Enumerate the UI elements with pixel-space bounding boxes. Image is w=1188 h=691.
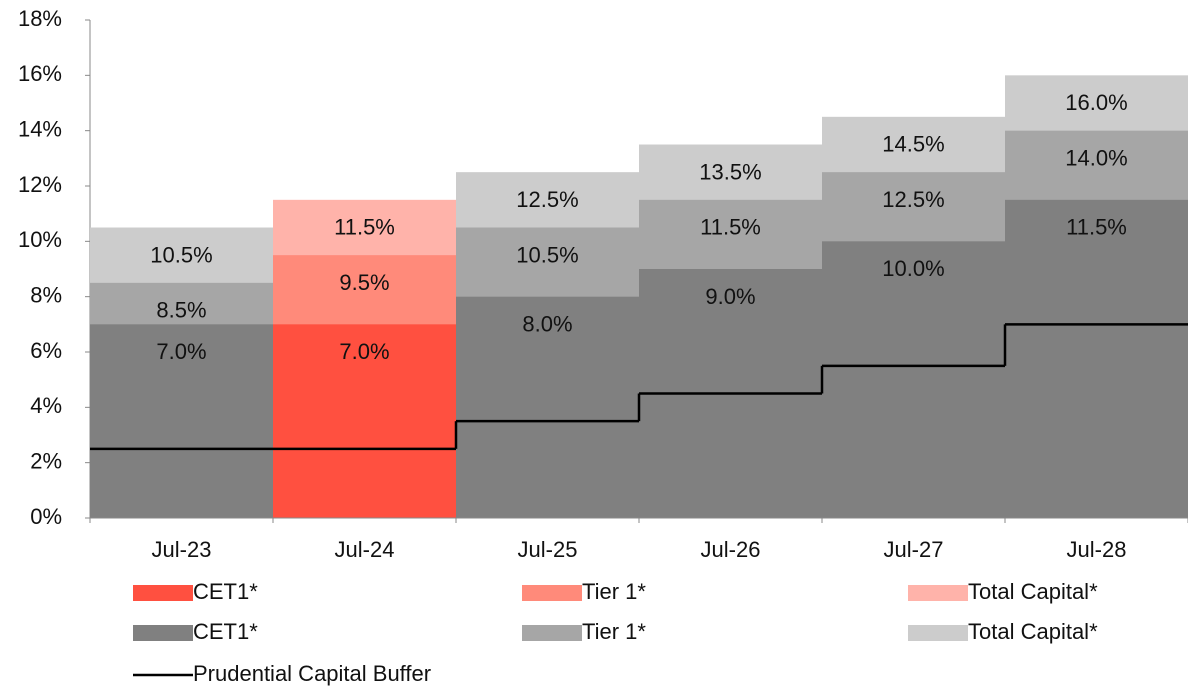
data-label: 11.5% — [700, 215, 761, 240]
legend-swatch — [522, 625, 582, 641]
legend-swatch — [522, 585, 582, 601]
data-label: 12.5% — [882, 187, 944, 212]
legend-label: Tier 1* — [582, 619, 646, 644]
x-tick-label: Jul-24 — [335, 537, 395, 562]
data-label: 7.0% — [339, 339, 389, 364]
bar — [822, 241, 1005, 519]
data-label: 9.0% — [705, 284, 755, 309]
data-label: 16.0% — [1065, 90, 1127, 115]
y-tick-label: 2% — [30, 448, 62, 473]
legend-label: Tier 1* — [582, 579, 646, 604]
legend-swatch — [908, 625, 968, 641]
legend-label: Prudential Capital Buffer — [193, 661, 431, 686]
y-tick-label: 4% — [30, 393, 62, 418]
data-label: 11.5% — [1066, 215, 1127, 240]
legend-swatch — [908, 585, 968, 601]
x-tick-label: Jul-26 — [701, 537, 761, 562]
bar — [456, 296, 639, 518]
y-tick-label: 18% — [18, 6, 62, 31]
y-tick-label: 0% — [30, 504, 62, 529]
bar — [90, 324, 273, 518]
legend-swatch — [133, 585, 193, 601]
data-label: 8.5% — [156, 298, 206, 323]
bar — [273, 324, 456, 518]
legend-label: Total Capital* — [968, 619, 1098, 644]
data-label: 11.5% — [334, 215, 395, 240]
legend-label: Total Capital* — [968, 579, 1098, 604]
y-tick-label: 10% — [18, 227, 62, 252]
data-label: 14.5% — [882, 132, 944, 157]
data-label: 10.5% — [150, 242, 212, 267]
data-label: 10.0% — [882, 256, 944, 281]
y-tick-label: 6% — [30, 338, 62, 363]
data-label: 10.5% — [516, 242, 578, 267]
x-tick-label: Jul-28 — [1067, 537, 1127, 562]
y-tick-label: 8% — [30, 282, 62, 307]
data-label: 14.0% — [1065, 145, 1127, 170]
x-tick-label: Jul-23 — [152, 537, 212, 562]
bar — [1005, 199, 1188, 519]
y-tick-label: 14% — [18, 116, 62, 141]
x-tick-label: Jul-25 — [518, 537, 578, 562]
data-label: 9.5% — [339, 270, 389, 295]
legend-swatch — [133, 625, 193, 641]
y-tick-label: 12% — [18, 172, 62, 197]
legend-label: CET1* — [193, 579, 258, 604]
data-label: 12.5% — [516, 187, 578, 212]
legend-label: CET1* — [193, 619, 258, 644]
x-tick-label: Jul-27 — [884, 537, 944, 562]
data-label: 7.0% — [156, 339, 206, 364]
data-label: 13.5% — [699, 159, 761, 184]
y-tick-label: 16% — [18, 61, 62, 86]
data-label: 8.0% — [522, 311, 572, 336]
